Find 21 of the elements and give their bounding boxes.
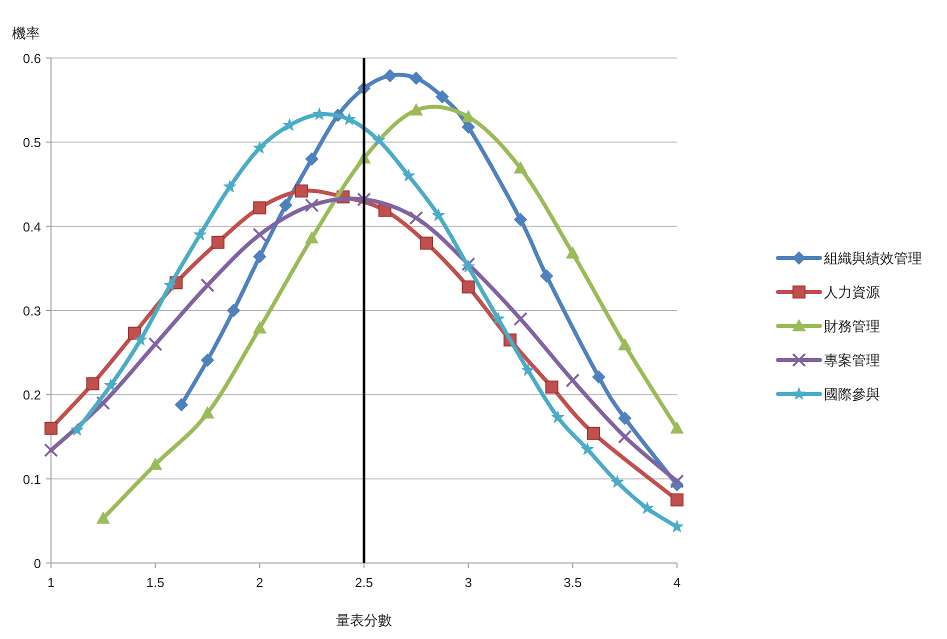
y-tick-label: 0.3 xyxy=(22,304,41,318)
x-tick-label: 3.5 xyxy=(564,575,582,590)
y-tick-label: 0 xyxy=(34,556,41,571)
x-tick-label: 2.5 xyxy=(354,575,374,590)
x-tick-label: 4 xyxy=(673,575,681,590)
y-tick-label: 0.5 xyxy=(22,135,41,150)
x-axis-title: 量表分數 xyxy=(336,612,392,628)
x-tick-label: 1 xyxy=(47,575,55,590)
y-tick-label: 0.6 xyxy=(22,51,41,66)
legend-label: 財務管理 xyxy=(824,318,880,334)
y-axis-title: 機率 xyxy=(12,25,40,41)
x-tick-label: 2 xyxy=(256,575,264,590)
legend-label: 人力資源 xyxy=(824,284,880,300)
legend-label: 專案管理 xyxy=(824,352,880,368)
y-tick-label: 0.4 xyxy=(22,219,41,234)
x-tick-label: 1.5 xyxy=(146,575,164,590)
legend-label: 組織與績效管理 xyxy=(823,250,922,266)
y-tick-label: 0.1 xyxy=(22,472,41,487)
y-tick-label: 0.2 xyxy=(22,388,41,403)
legend-label: 國際參與 xyxy=(824,386,880,402)
x-tick-label: 3 xyxy=(464,575,472,590)
